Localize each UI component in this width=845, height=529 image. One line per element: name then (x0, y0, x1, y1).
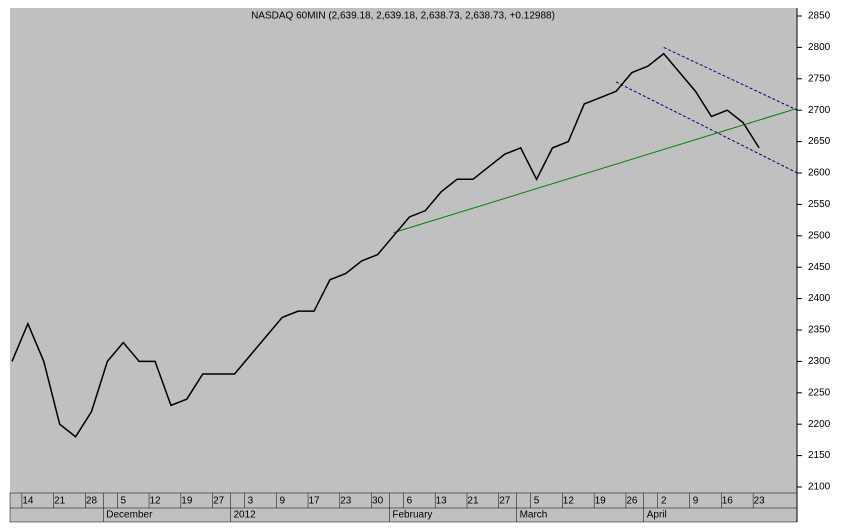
y-tick-label: 2650 (808, 136, 831, 147)
x-tick-label: 9 (279, 496, 285, 507)
x-tick-label: 23 (340, 496, 352, 507)
y-tick-label: 2700 (808, 105, 831, 116)
x-tick-label: 27 (213, 496, 225, 507)
y-tick-label: 2350 (808, 325, 831, 336)
y-tick-label: 2550 (808, 199, 831, 210)
x-tick-label: 30 (372, 496, 384, 507)
month-label: December (106, 510, 153, 521)
chart-title: NASDAQ 60MIN (2,639.18, 2,639.18, 2,638.… (251, 11, 555, 22)
y-tick-label: 2300 (808, 356, 831, 367)
price-line (11, 52, 760, 438)
x-tick-label: 3 (248, 496, 254, 507)
x-tick-label: 17 (308, 496, 320, 507)
y-tick-label: 2150 (808, 450, 831, 461)
month-label: February (392, 510, 432, 521)
y-tick-label: 2400 (808, 293, 831, 304)
y-tick-label: 2200 (808, 419, 831, 430)
x-tick-label: 16 (722, 496, 734, 507)
x-tick-label: 21 (54, 496, 66, 507)
x-tick-label: 21 (467, 496, 479, 507)
trend-line (663, 46, 798, 111)
month-label: April (647, 510, 667, 521)
y-tick-label: 2850 (808, 11, 831, 22)
y-tick-label: 2100 (808, 482, 831, 493)
y-tick-label: 2750 (808, 73, 831, 84)
x-tick-label: 2 (661, 496, 667, 507)
x-tick-label: 14 (22, 496, 34, 507)
trend-line (393, 107, 798, 234)
y-tick-label: 2500 (808, 230, 831, 241)
x-tick-label: 27 (499, 496, 511, 507)
month-label: 2012 (233, 510, 256, 521)
month-label: March (520, 510, 548, 521)
x-tick-label: 12 (563, 496, 575, 507)
plot-area (10, 8, 797, 493)
y-tick-label: 2450 (808, 262, 831, 273)
x-tick-label: 23 (754, 496, 766, 507)
x-tick-label: 6 (407, 496, 413, 507)
y-tick-label: 2600 (808, 168, 831, 179)
x-tick-label: 26 (626, 496, 638, 507)
x-tick-label: 5 (120, 496, 126, 507)
x-tick-label: 9 (693, 496, 699, 507)
x-tick-label: 19 (181, 496, 193, 507)
x-tick-label: 12 (150, 496, 162, 507)
x-tick-label: 19 (595, 496, 607, 507)
y-tick-label: 2800 (808, 42, 831, 53)
x-tick-label: 28 (86, 496, 98, 507)
trend-line (615, 81, 798, 174)
x-tick-label: 13 (436, 496, 448, 507)
y-tick-label: 2250 (808, 387, 831, 398)
x-tick-label: 5 (534, 496, 540, 507)
